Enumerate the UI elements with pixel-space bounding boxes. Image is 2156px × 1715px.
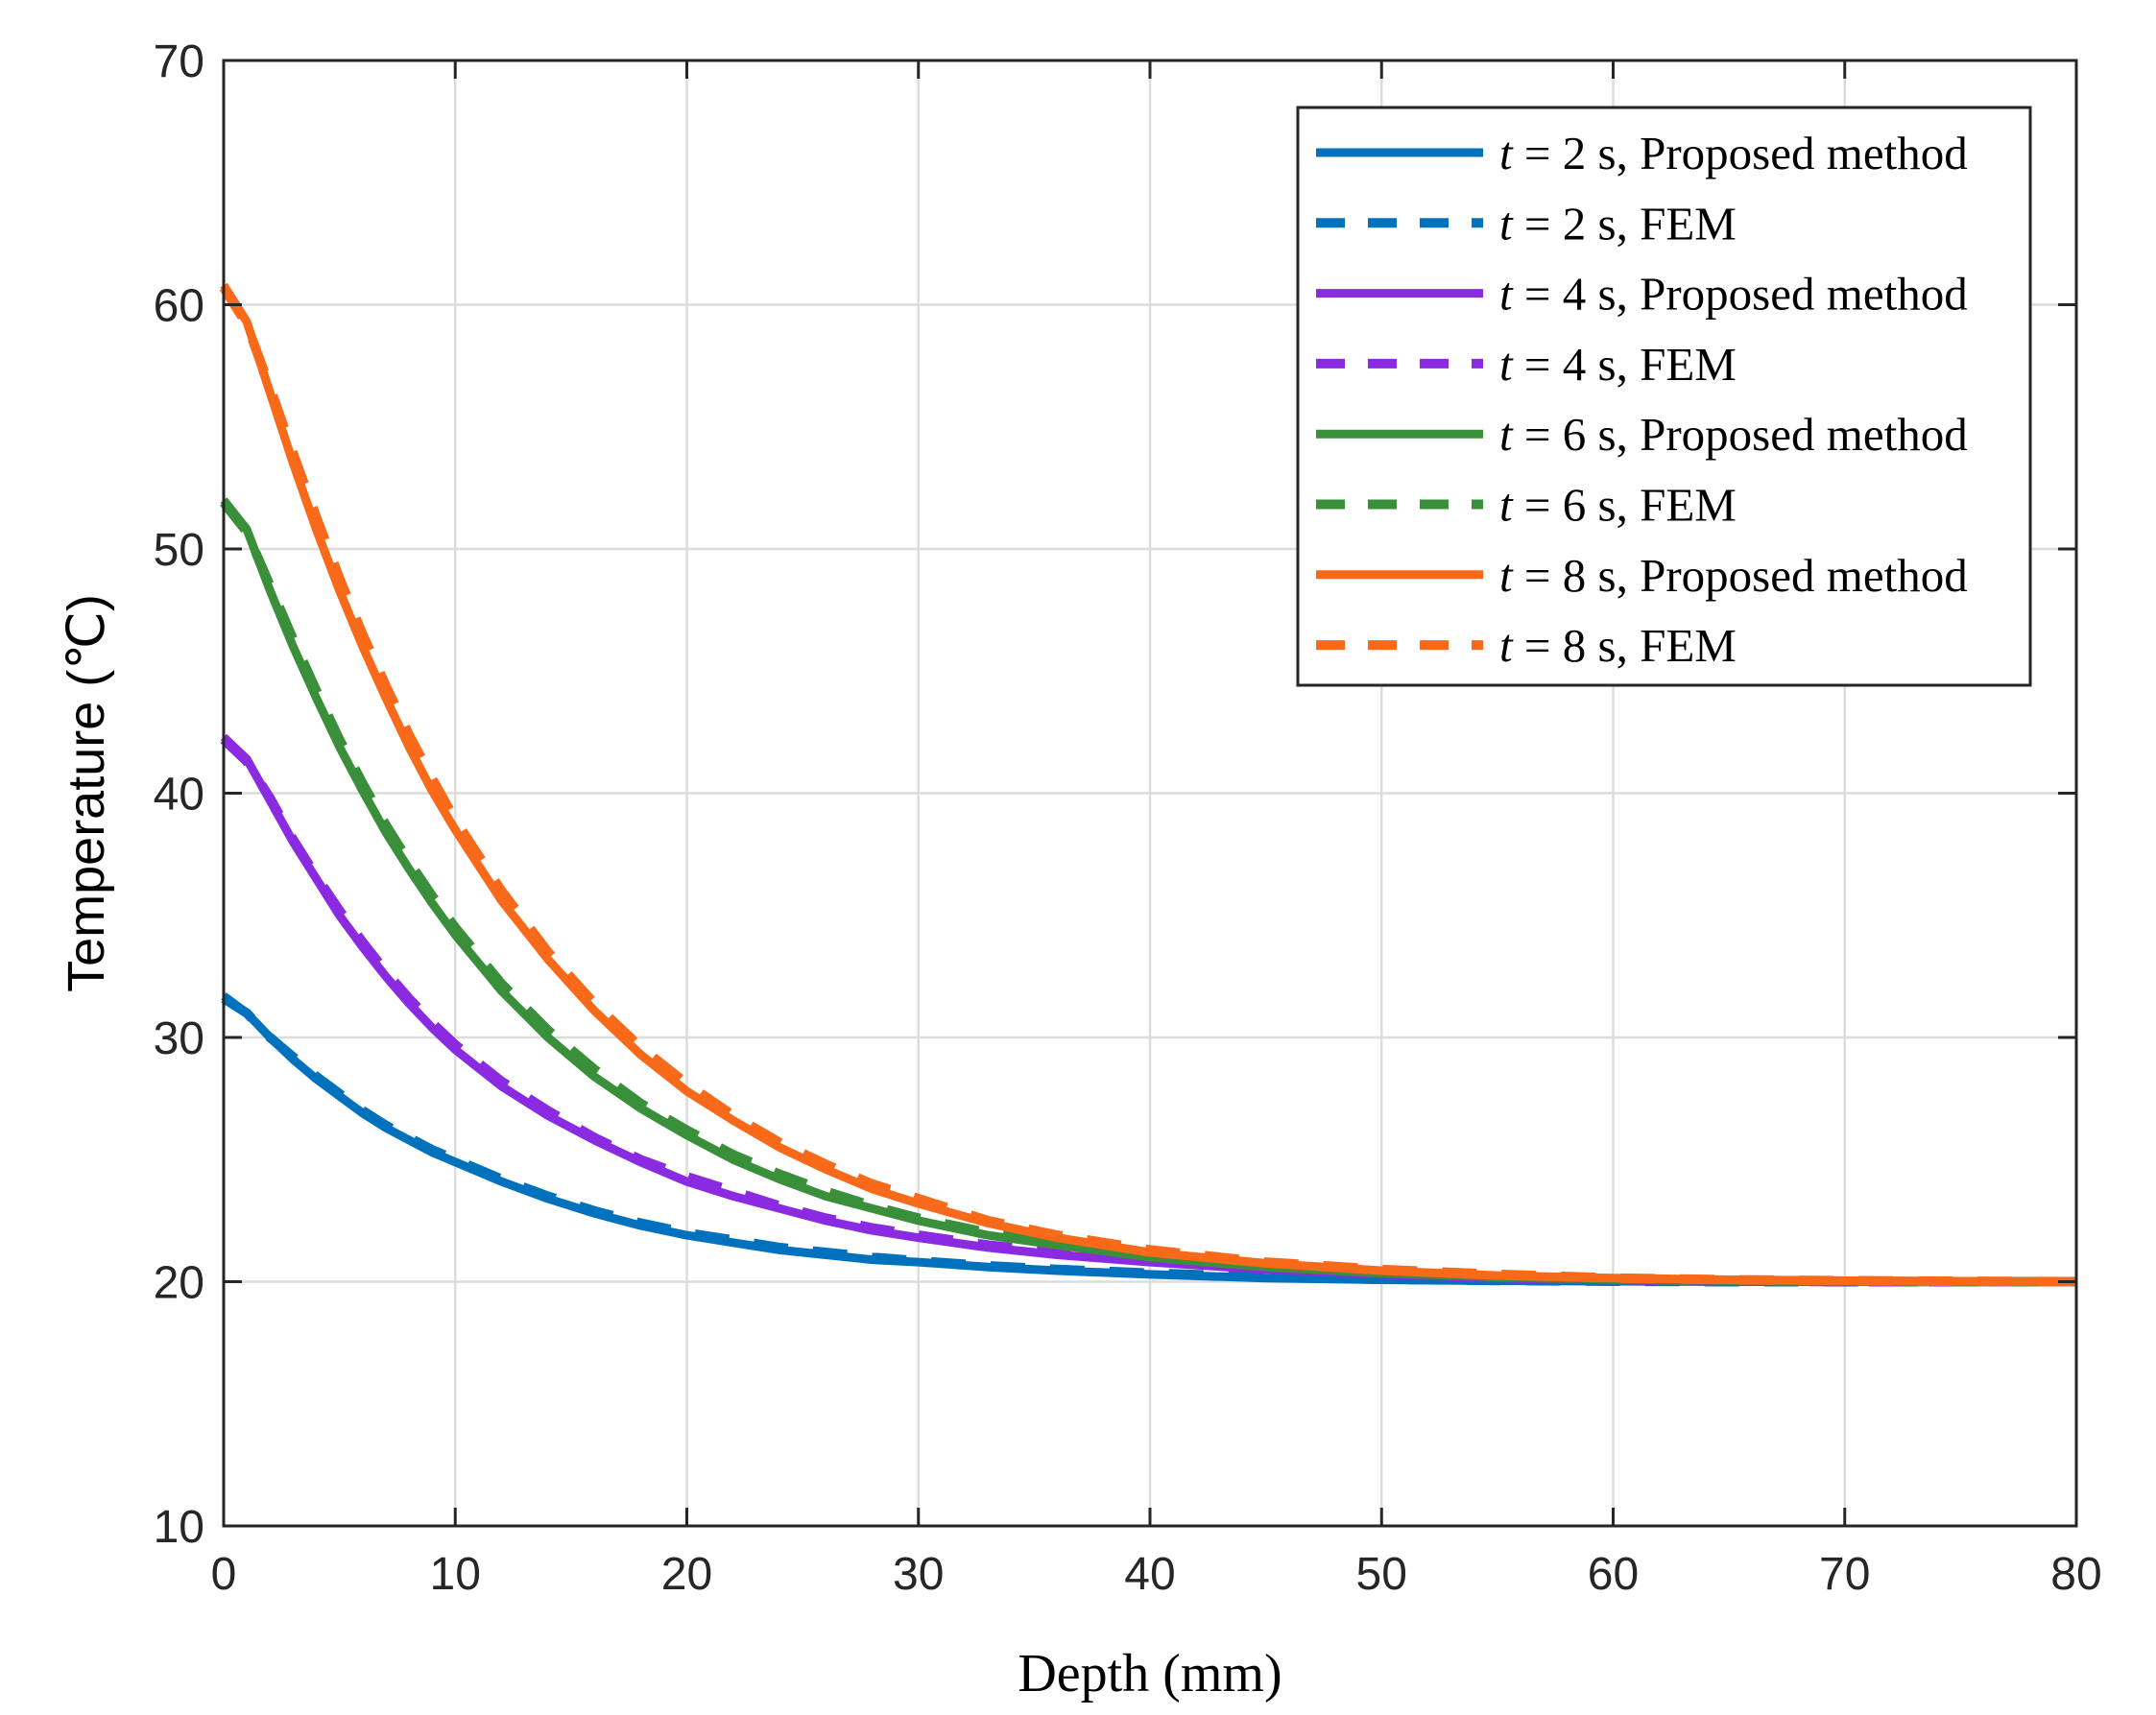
legend-label-4: t = 4 s, FEM (1499, 338, 1737, 391)
series-line-7 (220, 282, 2077, 1286)
legend-label-var: t (1499, 127, 1514, 179)
legend-box (1296, 106, 2032, 687)
legend-label-1: t = 2 s, Proposed method (1499, 127, 1968, 179)
y-tick-label: 30 (154, 1013, 204, 1064)
x-tick-label: 40 (1124, 1549, 1175, 1600)
series-layer (219, 282, 2077, 1287)
legend-label-rest: = 2 s, Proposed method (1513, 127, 1968, 179)
legend-label-var: t (1499, 479, 1514, 532)
legend-label-rest: = 4 s, Proposed method (1513, 268, 1968, 321)
x-tick-label: 70 (1819, 1549, 1870, 1600)
legend-label-rest: = 8 s, FEM (1513, 619, 1737, 672)
legend-label-8: t = 8 s, FEM (1499, 619, 1737, 672)
legend-label-var: t (1499, 197, 1514, 250)
x-tick-label: 20 (661, 1549, 712, 1600)
legend-label-var: t (1499, 549, 1514, 602)
legend-label-var: t (1499, 268, 1514, 321)
x-tick-label: 30 (893, 1549, 944, 1600)
legend-label-var: t (1499, 408, 1514, 461)
x-tick-label: 0 (211, 1549, 237, 1600)
x-tick-label: 50 (1356, 1549, 1407, 1600)
y-tick-label: 60 (154, 281, 204, 332)
legend-label-rest: = 6 s, Proposed method (1513, 408, 1968, 461)
legend-label-rest: = 8 s, Proposed method (1513, 549, 1968, 602)
y-tick-label: 20 (154, 1258, 204, 1309)
legend-label-var: t (1499, 338, 1514, 391)
ticks (222, 59, 2078, 1528)
x-tick-label: 10 (430, 1549, 481, 1600)
legend-label-6: t = 6 s, FEM (1499, 479, 1737, 532)
legend-label-7: t = 8 s, Proposed method (1499, 549, 1968, 602)
legend-label-rest: = 2 s, FEM (1513, 197, 1737, 250)
x-axis-title: Depth (mm) (1018, 1644, 1282, 1703)
legend-label-5: t = 6 s, Proposed method (1499, 408, 1968, 461)
legend-label-2: t = 2 s, FEM (1499, 197, 1737, 250)
legend-label-3: t = 4 s, Proposed method (1499, 268, 1968, 321)
y-tick-label: 50 (154, 525, 204, 576)
y-axis-title: Temperature (℃) (58, 594, 115, 992)
y-tick-label: 10 (154, 1502, 204, 1553)
series-line-8 (219, 285, 2077, 1287)
x-tick-label: 80 (2050, 1549, 2101, 1600)
y-tick-label: 40 (154, 770, 204, 821)
legend-label-var: t (1499, 619, 1514, 672)
legend-label-rest: = 4 s, FEM (1513, 338, 1737, 391)
legend-label-rest: = 6 s, FEM (1513, 479, 1737, 532)
y-tick-label: 70 (154, 36, 204, 87)
x-tick-label: 60 (1588, 1549, 1639, 1600)
